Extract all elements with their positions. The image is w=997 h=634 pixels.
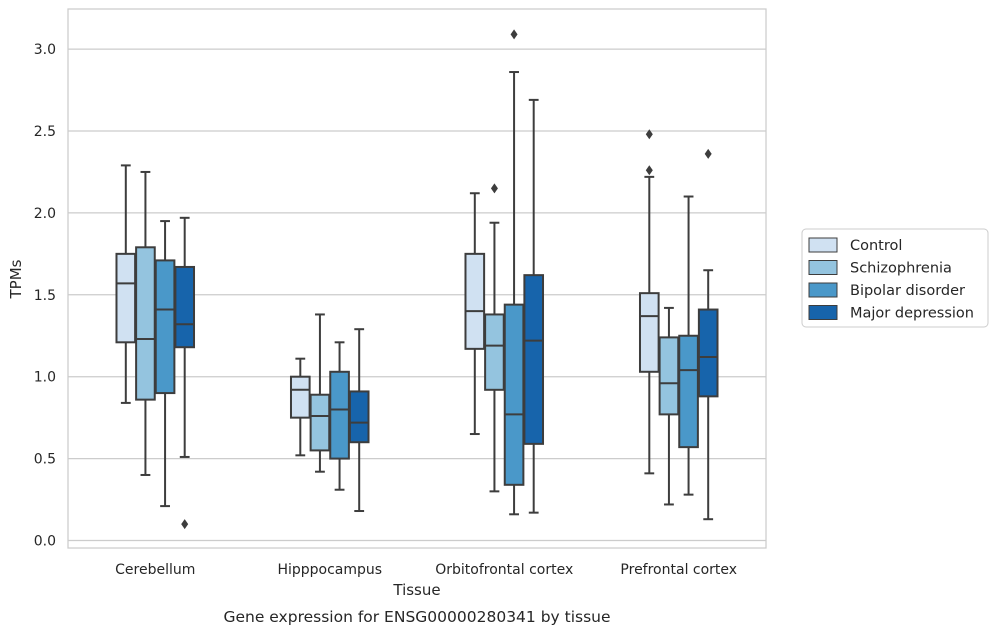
outlier-point (490, 183, 498, 194)
y-tick-label: 3.0 (34, 42, 56, 58)
outlier-point (645, 129, 653, 140)
box-group (464, 29, 545, 516)
outlier-point (181, 519, 189, 530)
box (697, 308, 719, 398)
box-group (638, 129, 719, 521)
y-axis-ticks: 0.0 0.5 1.0 1.5 2.0 2.5 3.0 (34, 42, 56, 549)
legend-swatch (808, 260, 838, 275)
box (289, 375, 311, 419)
box (464, 252, 486, 350)
chart-caption: Gene expression for ENSG00000280341 by t… (223, 608, 610, 626)
y-axis-label: TPMs (7, 259, 25, 299)
x-tick-label: Orbitofrontal cortex (435, 562, 573, 578)
y-tick-label: 2.0 (34, 206, 56, 222)
legend: Control Schizophrenia Bipolar disorder Majo… (801, 228, 989, 328)
x-tick-label: Cerebellum (115, 562, 195, 578)
box (135, 246, 156, 401)
outlier-point (704, 148, 712, 159)
outlier-point (510, 29, 518, 40)
legend-label: Schizophrenia (850, 261, 952, 277)
y-tick-label: 1.0 (34, 370, 56, 386)
x-axis-ticks: Cerebellum Hipppocampus Orbitofrontal cort… (115, 562, 737, 578)
box-group (115, 164, 196, 530)
box (503, 303, 525, 486)
legend-label: Control (850, 238, 902, 254)
box (484, 313, 505, 391)
box (309, 393, 331, 452)
y-tick-label: 0.5 (34, 452, 56, 468)
box (678, 334, 699, 449)
box (638, 292, 660, 373)
legend-box (801, 228, 989, 328)
x-tick-label: Hipppocampus (277, 562, 382, 578)
box (523, 274, 545, 445)
y-tick-label: 2.5 (34, 124, 56, 140)
outlier-point (645, 165, 653, 176)
legend-swatch (808, 282, 838, 298)
legend-swatch (808, 237, 838, 253)
legend-label: Bipolar disorder (850, 283, 965, 299)
box (174, 265, 196, 349)
legend-label: Major depression (850, 306, 974, 322)
x-tick-label: Prefrontal cortex (620, 562, 737, 578)
x-axis-label: Tissue (392, 581, 440, 599)
y-tick-label: 0.0 (34, 534, 56, 550)
box-group (289, 313, 370, 513)
box (348, 390, 370, 444)
box (329, 370, 350, 460)
box (658, 336, 680, 416)
box (154, 259, 176, 395)
box (115, 252, 137, 344)
plot-frame (67, 8, 767, 549)
y-tick-label: 1.5 (34, 288, 56, 304)
legend-swatch (808, 305, 838, 320)
box-groups (115, 29, 719, 530)
